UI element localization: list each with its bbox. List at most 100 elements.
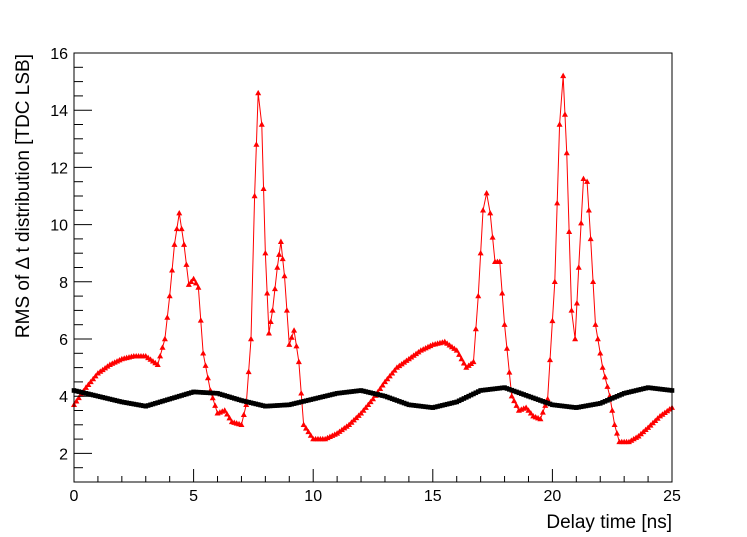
data-point bbox=[542, 402, 549, 408]
data-point bbox=[193, 389, 199, 395]
data-point bbox=[408, 402, 414, 408]
data-point bbox=[169, 396, 175, 401]
data-point bbox=[593, 401, 598, 407]
data-point bbox=[300, 421, 307, 427]
data-point bbox=[307, 432, 314, 438]
data-point bbox=[508, 393, 515, 399]
data-point bbox=[281, 272, 288, 279]
x-axis-title: Delay time [ns] bbox=[546, 512, 672, 533]
data-point bbox=[447, 401, 452, 406]
data-point bbox=[483, 189, 490, 196]
data-point bbox=[337, 390, 342, 396]
data-point bbox=[205, 390, 211, 396]
data-point bbox=[496, 258, 503, 264]
data-point bbox=[638, 387, 644, 392]
data-point bbox=[490, 386, 495, 392]
data-point bbox=[143, 403, 149, 409]
data-point bbox=[389, 396, 395, 402]
data-point bbox=[571, 405, 577, 410]
data-point bbox=[460, 360, 467, 366]
data-point bbox=[274, 264, 281, 270]
data-point bbox=[174, 394, 180, 400]
data-point bbox=[401, 400, 407, 406]
data-point bbox=[554, 199, 561, 206]
data-point bbox=[380, 393, 385, 398]
data-point bbox=[523, 393, 529, 398]
data-point bbox=[588, 402, 593, 408]
y-tick-label: 10 bbox=[50, 218, 68, 235]
data-point bbox=[202, 362, 209, 368]
data-point bbox=[592, 321, 599, 327]
data-point bbox=[222, 393, 227, 398]
data-point bbox=[229, 395, 235, 400]
data-point bbox=[585, 403, 591, 408]
data-point bbox=[381, 378, 388, 385]
data-point bbox=[604, 383, 611, 389]
data-point bbox=[432, 404, 438, 410]
data-point bbox=[386, 372, 393, 379]
data-point bbox=[325, 393, 330, 398]
data-point bbox=[521, 392, 526, 397]
data-point bbox=[368, 390, 373, 396]
data-point bbox=[82, 384, 89, 390]
data-point bbox=[275, 403, 280, 408]
data-point bbox=[277, 238, 284, 244]
data-point bbox=[657, 386, 663, 392]
x-tick-label: 5 bbox=[189, 488, 198, 505]
data-point bbox=[208, 390, 213, 396]
data-point bbox=[87, 378, 94, 385]
data-point bbox=[270, 403, 275, 409]
data-point bbox=[511, 388, 517, 394]
data-point bbox=[568, 307, 575, 313]
data-point bbox=[265, 330, 272, 336]
data-point bbox=[430, 405, 436, 410]
data-point bbox=[169, 267, 176, 273]
data-point bbox=[217, 391, 223, 397]
data-point bbox=[528, 394, 534, 400]
data-point bbox=[253, 401, 259, 407]
data-point bbox=[625, 438, 632, 445]
data-point bbox=[286, 341, 293, 347]
data-point bbox=[456, 351, 463, 357]
data-point bbox=[289, 401, 294, 407]
data-point bbox=[650, 385, 656, 391]
data-point bbox=[609, 396, 615, 401]
data-point bbox=[212, 402, 219, 408]
data-point bbox=[279, 255, 286, 262]
data-point bbox=[288, 334, 295, 340]
data-point bbox=[489, 234, 496, 240]
data-point bbox=[190, 275, 197, 282]
data-point bbox=[470, 358, 477, 365]
data-point bbox=[466, 393, 471, 399]
data-point bbox=[440, 403, 445, 408]
x-tick-label: 0 bbox=[70, 488, 79, 505]
data-point bbox=[495, 386, 500, 391]
data-point bbox=[358, 388, 364, 393]
data-point bbox=[212, 390, 218, 396]
data-point bbox=[519, 391, 524, 396]
data-point bbox=[262, 250, 269, 256]
data-point bbox=[550, 402, 555, 408]
data-point bbox=[617, 393, 622, 398]
data-point bbox=[81, 390, 86, 396]
data-point bbox=[397, 399, 402, 404]
data-point bbox=[660, 387, 665, 392]
data-point bbox=[220, 392, 225, 398]
data-point bbox=[365, 389, 371, 395]
data-point bbox=[628, 437, 635, 443]
data-point bbox=[341, 390, 347, 395]
data-point bbox=[246, 399, 251, 405]
data-point bbox=[188, 390, 194, 395]
data-point bbox=[420, 404, 426, 409]
data-point bbox=[114, 398, 120, 404]
data-point bbox=[573, 300, 580, 306]
data-point bbox=[269, 307, 276, 313]
data-point bbox=[361, 388, 366, 394]
data-point bbox=[367, 398, 374, 405]
y-tick-label: 16 bbox=[50, 46, 68, 63]
data-point bbox=[105, 396, 110, 401]
data-point bbox=[346, 389, 352, 395]
y-tick-label: 4 bbox=[59, 389, 68, 406]
data-point bbox=[477, 250, 484, 256]
